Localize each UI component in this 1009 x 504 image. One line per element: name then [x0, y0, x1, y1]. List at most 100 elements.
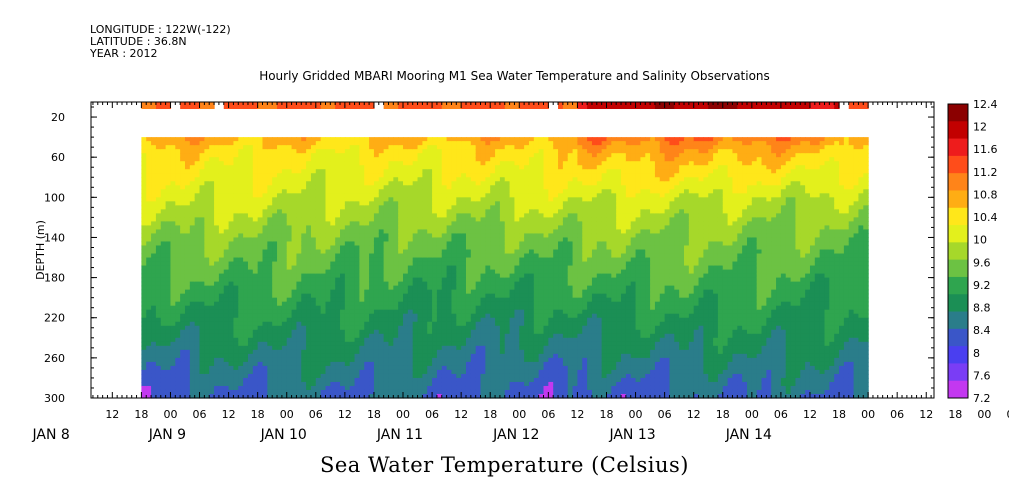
field-cell [461, 337, 467, 343]
field-cell [451, 181, 457, 186]
field-cell [417, 341, 423, 347]
field-cell [412, 149, 419, 154]
field-cell [378, 169, 385, 174]
field-cell [247, 317, 254, 323]
field-cell [407, 261, 414, 267]
surface-cell [509, 102, 516, 110]
surface-cell [834, 102, 840, 110]
field-cell [485, 153, 491, 158]
field-cell [388, 165, 394, 170]
field-cell [194, 165, 201, 170]
surface-cell [504, 102, 511, 110]
field-cell [155, 205, 162, 210]
field-cell [422, 393, 428, 399]
field-cell [267, 325, 273, 331]
field-cell [340, 141, 346, 146]
field-cell [141, 181, 147, 186]
field-cell [247, 185, 254, 190]
field-cell [422, 257, 428, 263]
field-cell [393, 233, 399, 239]
field-cell [204, 369, 210, 375]
field-cell [223, 253, 230, 259]
field-cell [218, 193, 225, 198]
field-cell [247, 157, 254, 162]
field-cell [165, 165, 172, 170]
surface-cell [713, 102, 719, 110]
field-cell [344, 277, 351, 283]
field-cell [465, 249, 472, 255]
field-cell [170, 153, 176, 158]
field-cell [480, 177, 486, 182]
field-cell [243, 153, 249, 158]
field-cell [398, 261, 404, 267]
field-cell [189, 317, 196, 323]
field-cell [470, 177, 477, 182]
field-cell [441, 173, 448, 178]
field-cell [475, 317, 482, 323]
field-cell [277, 173, 283, 178]
field-cell [214, 217, 220, 222]
field-cell [340, 265, 346, 271]
field-cell [214, 237, 220, 243]
field-cell [475, 349, 482, 355]
field-cell [310, 353, 317, 359]
field-cell [354, 137, 360, 142]
field-cell [369, 285, 375, 291]
field-cell [199, 377, 205, 383]
field-cell [490, 337, 496, 343]
field-cell [441, 293, 448, 299]
field-cell [475, 353, 482, 359]
field-cell [189, 349, 196, 355]
field-cell [369, 193, 375, 198]
field-cell [281, 165, 288, 170]
field-cell [320, 349, 327, 355]
field-cell [373, 205, 380, 210]
field-cell [189, 193, 196, 198]
field-cell [180, 305, 186, 311]
field-cell [475, 273, 482, 279]
field-cell [228, 221, 235, 227]
field-cell [470, 353, 477, 359]
field-cell [480, 217, 486, 222]
field-cell [218, 149, 225, 154]
field-cell [456, 381, 462, 387]
field-cell [180, 341, 186, 347]
field-cell [296, 249, 302, 255]
field-cell [170, 213, 176, 218]
field-cell [286, 309, 293, 315]
field-cell [354, 293, 360, 299]
field-cell [344, 377, 351, 383]
surface-sensor-strip [141, 102, 869, 110]
field-cell [320, 173, 327, 178]
field-cell [320, 369, 327, 375]
field-cell [432, 281, 438, 287]
field-cell [388, 265, 394, 271]
field-cell [412, 209, 419, 214]
field-cell [485, 201, 491, 206]
field-cell [432, 217, 438, 222]
field-cell [204, 281, 210, 287]
field-cell [306, 201, 312, 206]
surface-cell [819, 102, 826, 110]
field-cell [441, 265, 448, 271]
field-cell [398, 169, 404, 174]
field-cell [461, 249, 467, 255]
field-cell [432, 389, 438, 395]
field-cell [306, 289, 312, 295]
field-cell [233, 181, 239, 186]
field-cell [175, 289, 181, 295]
field-cell [383, 181, 390, 186]
field-cell [470, 369, 477, 375]
field-cell [180, 257, 186, 263]
field-cell [141, 153, 147, 158]
field-cell [335, 337, 341, 343]
field-cell [291, 137, 298, 142]
field-cell [291, 381, 298, 387]
field-cell [272, 321, 278, 327]
field-cell [427, 189, 433, 194]
field-cell [243, 189, 249, 194]
field-cell [214, 141, 220, 146]
field-cell [306, 329, 312, 335]
field-cell [291, 237, 298, 243]
field-cell [267, 197, 273, 202]
